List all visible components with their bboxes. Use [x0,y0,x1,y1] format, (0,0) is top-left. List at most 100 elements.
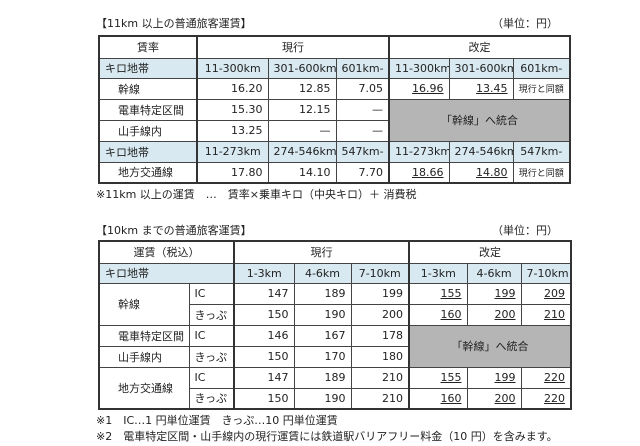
cell: 189 [293,366,352,389]
table1-note: ※11km 以上の運賃 … 賃率×乗車キロ（中央キロ）＋ 消費税 [96,188,417,201]
merged-cell: 「幹線」へ統合 [388,98,571,142]
cell: 150 [233,303,295,326]
ticket-type: きっぷ [188,345,235,368]
row-label: 幹線 [98,77,198,100]
band: 11-273km [196,140,269,163]
cell: 12.15 [267,98,337,121]
band: 274-546km [267,140,337,163]
band-label: キロ地帯 [98,140,198,163]
table2-title: 【10km までの普通旅客運賃】 [96,224,252,237]
cell: 150 [233,387,295,410]
cell: 13.45 [476,82,508,95]
cell: 現行と同額 [512,77,571,100]
ticket-type: IC [188,366,235,389]
cell: 18.66 [412,165,444,179]
table-row: 幹線 16.20 12.85 7.05 16.96 13.45 現行と同額 [98,77,571,100]
short-distance-fare-table: 運賃（税込） 現行 改定 キロ地帯 1-3km 4-6km 7-10km 1-3km 4-… [98,240,573,410]
cell: 220 [544,391,566,405]
cell: — [335,119,390,142]
band-label: キロ地帯 [98,57,198,79]
cell: 17.80 [196,161,269,184]
cell: 160 [440,391,462,405]
cell: 14.80 [476,165,508,179]
band: 7-10km [520,262,572,284]
band: 1-3km [408,262,468,284]
merged-cell: 「幹線」へ統合 [408,324,572,368]
cell: 15.30 [196,98,269,121]
band: 601km- [512,57,571,79]
ticket-type: IC [188,324,235,347]
cell: 14.10 [267,161,337,184]
table-row: 幹線 IC 147 189 199 155 199 209 [98,282,572,326]
cell: 155 [440,371,462,384]
cell: 210 [544,308,566,321]
cell: 7.05 [335,77,390,100]
cell: 210 [350,366,410,389]
cell: 16.96 [412,82,444,95]
table2-unit: （単位：円） [492,224,558,237]
cell: 189 [293,282,352,305]
row-label: 山手線内 [98,345,190,368]
cell: 147 [233,282,295,305]
cell: 146 [233,324,295,347]
cell: 178 [350,324,410,347]
band: 7-10km [350,262,410,284]
cell: 147 [233,366,295,389]
ticket-type: きっぷ [188,303,235,326]
band: 601km- [335,57,390,79]
table1-unit: （単位：円） [492,17,558,30]
table2-note1: ※1 IC…1 円単位運賃 きっぷ…10 円単位運賃 [96,414,338,427]
cell: 199 [494,287,516,300]
band: 11-300km [196,57,269,79]
cell: 12.85 [267,77,337,100]
cell: 160 [440,308,462,321]
cell: 199 [350,282,410,305]
cell: — [267,119,337,142]
band: 4-6km [466,262,522,284]
cell: 190 [293,303,352,326]
cell: 220 [544,371,566,384]
cell: 200 [494,391,516,405]
table1-title: 【11km 以上の普通旅客運賃】 [96,17,252,30]
table-row: 地方交通線 17.80 14.10 7.70 18.66 14.80 現行と同額 [98,161,571,184]
band: 1-3km [233,262,295,284]
cell: 209 [544,287,566,300]
row-label: 電車特定区間 [98,98,198,121]
band: 4-6km [293,262,352,284]
cell: 170 [293,345,352,368]
header-current: 現行 [232,240,410,264]
band: 274-546km [448,140,514,163]
cell: — [335,98,390,121]
band: 11-300km [388,57,450,79]
cell: 7.70 [335,161,390,184]
header-label: 賃率 [98,35,198,59]
table-row: 電車特定区間 IC 146 167 178 「幹線」へ統合 [98,324,572,368]
row-label: 地方交通線 [98,161,198,184]
cell: 200 [350,303,410,326]
band-label: キロ地帯 [98,262,235,284]
band: 11-273km [388,140,450,163]
header-label: 運賃（税込） [98,240,235,264]
row-label: 山手線内 [98,119,198,142]
band: 301-600km [448,57,514,79]
table-row: きっぷ 150 190 200 160 200 210 [99,303,572,326]
cell: 200 [494,308,516,321]
cell: 210 [350,387,410,410]
band: 547km- [512,140,571,163]
band: 301-600km [267,57,337,79]
cell: 16.20 [196,77,269,100]
header-revised: 改定 [408,240,572,264]
cell: 199 [494,371,516,384]
ticket-type: きっぷ [188,387,235,410]
band: 547km- [335,140,390,163]
cell: 180 [350,345,410,368]
table2-note2: ※2 電車特定区間・山手線内の現行運賃には鉄道駅バリアフリー料金（10 円）を含… [96,430,558,443]
row-label: 地方交通線 [98,366,190,410]
row-label: 電車特定区間 [98,324,190,347]
table-row: 電車特定区間 15.30 12.15— 「幹線」へ統合 [98,98,571,142]
table-row: 地方交通線 IC 147 189 210 155 199 220 [98,366,572,410]
row-label: 幹線 [98,282,190,326]
table-row: きっぷ 150 190 210 160 200 220 [99,387,572,410]
cell: 167 [293,324,352,347]
cell: 150 [233,345,295,368]
